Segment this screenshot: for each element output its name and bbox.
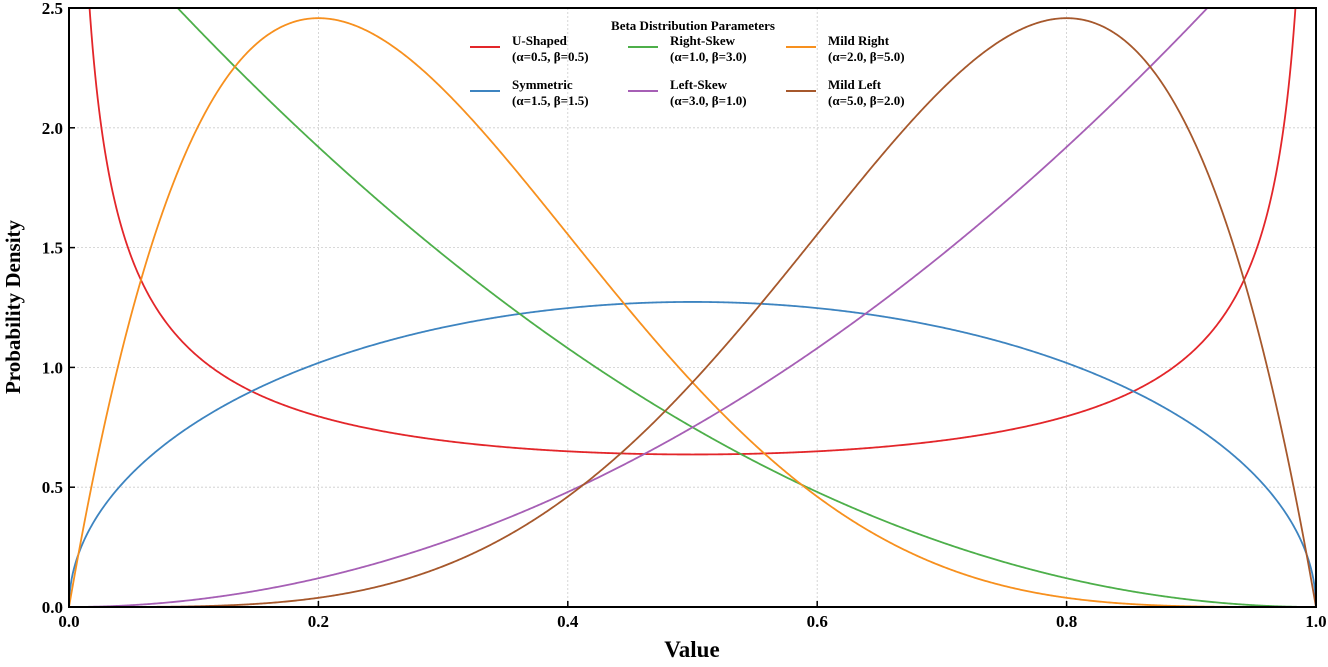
y-tick-label: 1.5 xyxy=(42,239,63,258)
x-tick-label: 0.6 xyxy=(807,612,828,631)
legend-label: U-Shaped xyxy=(512,33,568,48)
legend-label: Left-Skew xyxy=(670,77,728,92)
x-tick-label: 0.4 xyxy=(557,612,579,631)
y-tick-label: 2.5 xyxy=(42,0,63,18)
series-line-left-skew xyxy=(69,8,1209,607)
y-tick-label: 0.5 xyxy=(42,478,63,497)
legend-params: (α=2.0, β=5.0) xyxy=(828,49,905,64)
y-tick-label: 2.0 xyxy=(42,119,63,138)
x-tick-label: 0.8 xyxy=(1056,612,1077,631)
legend-label: Mild Left xyxy=(828,77,882,92)
y-axis-label: Probability Density xyxy=(1,219,25,394)
x-axis-label: Value xyxy=(664,637,719,662)
x-tick-label: 0.0 xyxy=(58,612,79,631)
legend-params: (α=1.5, β=1.5) xyxy=(512,93,589,108)
plot-frame xyxy=(68,7,1317,608)
series-line-symmetric xyxy=(69,301,1316,601)
y-tick-label: 1.0 xyxy=(42,358,63,377)
series-line-u-shaped xyxy=(88,8,1297,456)
legend-title: Beta Distribution Parameters xyxy=(611,18,775,33)
legend-params: (α=0.5, β=0.5) xyxy=(512,49,589,64)
x-tick-label: 1.0 xyxy=(1305,612,1326,631)
legend-label: Right-Skew xyxy=(670,33,736,48)
legend-params: (α=1.0, β=3.0) xyxy=(670,49,747,64)
y-tick-label: 0.0 xyxy=(42,598,63,617)
axis-ticks: 0.0 0.2 0.4 0.6 0.8 1.0 0.0 0.5 1.0 1.5 2.0 2.5 xyxy=(42,0,1327,631)
legend-params: (α=3.0, β=1.0) xyxy=(670,93,747,108)
x-tick-label: 0.2 xyxy=(308,612,329,631)
series-line-mild-left xyxy=(69,17,1316,607)
legend: Beta Distribution Parameters U-Shaped(α=… xyxy=(470,18,905,108)
legend-label: Mild Right xyxy=(828,33,890,48)
legend-params: (α=5.0, β=2.0) xyxy=(828,93,905,108)
legend-label: Symmetric xyxy=(512,77,573,92)
series-lines xyxy=(69,8,1316,607)
